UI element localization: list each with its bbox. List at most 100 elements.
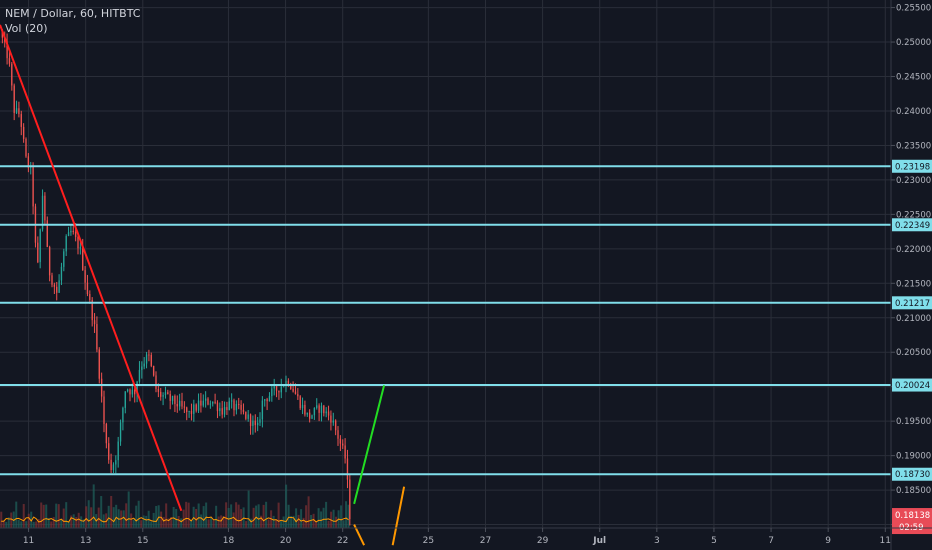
candle-body bbox=[221, 408, 223, 415]
time-tick-label: 18 bbox=[223, 536, 235, 546]
time-tick-label: 5 bbox=[711, 536, 717, 546]
volume-bar bbox=[225, 502, 228, 528]
volume-bar bbox=[55, 503, 58, 528]
volume-bar bbox=[145, 515, 148, 528]
candle-body bbox=[219, 408, 221, 412]
candle-body bbox=[311, 415, 313, 419]
candle-body bbox=[292, 388, 294, 392]
volume-bar bbox=[302, 517, 305, 528]
time-axis[interactable]: 11 13 15 18 20 22 25 27 29 Jul 3 5 7 9 11 bbox=[0, 527, 932, 546]
candle-body bbox=[334, 420, 337, 431]
price-tick-label: 0.19500 bbox=[896, 417, 931, 427]
price-tick-label: 0.23000 bbox=[896, 176, 931, 186]
candle-body bbox=[280, 386, 282, 393]
volume-bar bbox=[35, 521, 38, 528]
volume-bar bbox=[235, 502, 238, 528]
price-tick-label: 0.22500 bbox=[896, 210, 931, 220]
volume-bar bbox=[150, 521, 153, 528]
volume-bar bbox=[305, 505, 308, 528]
volume-bar bbox=[85, 506, 88, 528]
volume-bar bbox=[252, 507, 255, 528]
volume-bar bbox=[60, 519, 63, 528]
candle-body bbox=[287, 380, 290, 385]
volume-bar bbox=[102, 514, 105, 528]
volume-bar bbox=[7, 517, 10, 528]
candle-body bbox=[131, 389, 134, 395]
candle-body bbox=[108, 443, 110, 460]
volume-bar bbox=[137, 500, 140, 528]
candle-body bbox=[294, 391, 297, 395]
volume-bar bbox=[132, 519, 135, 528]
volume-bar bbox=[215, 505, 218, 528]
candle-body bbox=[275, 385, 278, 391]
candle-body bbox=[249, 414, 252, 426]
level-price-tag bbox=[892, 467, 932, 481]
candle-body bbox=[339, 438, 342, 444]
volume-bar bbox=[345, 501, 348, 528]
volume-bar bbox=[152, 512, 155, 528]
candle-body bbox=[39, 229, 41, 263]
volume-indicator-label[interactable]: Vol (20) bbox=[5, 22, 48, 35]
candle-body bbox=[1, 31, 4, 38]
candle-body bbox=[70, 230, 72, 233]
candle-body bbox=[18, 108, 20, 115]
time-tick-label: 15 bbox=[137, 536, 148, 546]
level-price-label: 0.21217 bbox=[895, 299, 930, 309]
volume-bar bbox=[160, 511, 163, 528]
volume-bar bbox=[90, 507, 93, 528]
level-price-label: 0.22349 bbox=[895, 221, 930, 231]
candle-body bbox=[124, 391, 126, 408]
candle-body bbox=[268, 396, 271, 402]
candle-body bbox=[223, 407, 226, 415]
candle-body bbox=[193, 404, 195, 414]
candle-body bbox=[178, 400, 181, 407]
time-tick-label: 9 bbox=[825, 536, 831, 546]
symbol-title[interactable]: NEM / Dollar, 60, HITBTC bbox=[5, 7, 141, 20]
price-tick-label: 0.21000 bbox=[896, 314, 931, 324]
candle-body bbox=[53, 284, 56, 287]
volume-bar bbox=[97, 507, 100, 528]
candle-body bbox=[112, 464, 115, 471]
candle-body bbox=[77, 236, 79, 249]
last-price-label: 0.18138 bbox=[895, 511, 930, 521]
candle-body bbox=[301, 404, 304, 409]
price-axis[interactable]: 0.25500 0.25000 0.24500 0.24000 0.23500 0.230… bbox=[890, 0, 932, 550]
candle-body bbox=[155, 375, 157, 389]
time-tick-label: 3 bbox=[654, 536, 660, 546]
candle-body bbox=[207, 398, 209, 405]
candle-body bbox=[308, 412, 311, 419]
candle-body bbox=[273, 385, 275, 389]
volume-bar bbox=[340, 505, 343, 528]
candle-body bbox=[228, 401, 230, 411]
volume-bar bbox=[170, 517, 173, 528]
volume-bar bbox=[177, 515, 180, 528]
price-tick-label: 0.24000 bbox=[896, 107, 931, 117]
volume-bar bbox=[115, 504, 118, 528]
volume-bar bbox=[232, 512, 235, 528]
candle-body bbox=[190, 411, 193, 414]
volume-bar bbox=[127, 491, 130, 528]
volume-bar bbox=[10, 512, 13, 528]
candle-body bbox=[240, 404, 242, 410]
volume-bar bbox=[230, 504, 233, 528]
candle-body bbox=[160, 391, 162, 397]
volume-bar bbox=[187, 502, 190, 528]
candle-body bbox=[259, 419, 261, 423]
volume-bar bbox=[197, 503, 200, 528]
candle-body bbox=[25, 138, 27, 157]
candle-body bbox=[27, 156, 30, 168]
candle-body bbox=[226, 407, 228, 411]
candle-body bbox=[278, 390, 280, 393]
candle-body bbox=[56, 286, 58, 293]
volume-bar bbox=[272, 515, 275, 528]
candle-body bbox=[152, 365, 155, 376]
candle-body bbox=[327, 411, 330, 416]
candle-body bbox=[60, 266, 63, 281]
volume-bar bbox=[40, 502, 43, 528]
candle-body bbox=[297, 394, 299, 397]
volume-bar bbox=[212, 520, 215, 528]
time-tick-label: 27 bbox=[480, 536, 491, 546]
projection-up-line bbox=[353, 385, 386, 505]
